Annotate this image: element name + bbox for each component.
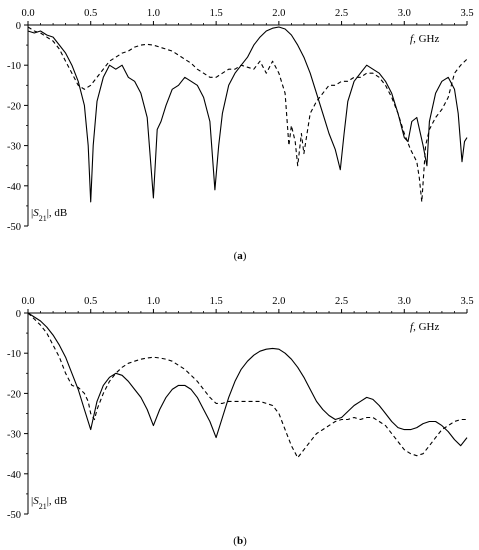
series-line-solid [27, 312, 468, 447]
x-tick-label: 0.0 [21, 8, 34, 19]
y-axis-label: |S21|, dB [31, 495, 67, 511]
y-tick-label: -50 [7, 222, 21, 233]
y-tick-label: -50 [7, 510, 21, 521]
x-tick-label: 2.5 [335, 8, 348, 19]
series-line-solid [27, 26, 468, 203]
x-tick-label: 3.0 [398, 8, 411, 19]
x-tick-label: 3.5 [460, 8, 473, 19]
series-line-dashed [27, 312, 467, 459]
x-axis-label: f, GHz [410, 33, 439, 45]
x-tick-label: 1.5 [210, 296, 223, 307]
y-tick-label: -40 [7, 470, 21, 481]
y-tick-label: -20 [7, 389, 21, 400]
y-axis-label: |S21|, dB [31, 207, 67, 223]
y-tick-label: -10 [7, 349, 21, 360]
y-tick-label: -40 [7, 182, 21, 193]
panel-caption: (a) [234, 250, 247, 262]
y-tick-label: -10 [7, 61, 21, 72]
y-tick-label: -20 [7, 101, 21, 112]
y-tick-label: 0 [16, 309, 21, 320]
x-tick-label: 0.5 [84, 8, 97, 19]
panel-caption: (b) [233, 535, 247, 547]
y-tick-label: -30 [7, 142, 21, 153]
series-line-dashed [27, 26, 468, 203]
x-tick-label: 1.0 [147, 8, 160, 19]
x-tick-label: 2.5 [335, 296, 348, 307]
x-tick-label: 1.0 [147, 296, 160, 307]
y-tick-label: -30 [7, 430, 21, 441]
x-tick-label: 1.5 [210, 8, 223, 19]
x-tick-label: 2.0 [272, 296, 285, 307]
x-tick-label: 0.5 [84, 296, 97, 307]
x-tick-label: 0.0 [21, 296, 34, 307]
x-axis-label: f, GHz [410, 321, 439, 333]
chart-panel-b: 0.0 0.5 1.0 1.5 2.0 2.5 3.0 3.5 0 -10 -20 -30 -40 -50… [7, 296, 474, 547]
x-tick-label: 3.5 [460, 296, 473, 307]
y-tick-label: 0 [16, 21, 21, 32]
x-tick-label: 3.0 [398, 296, 411, 307]
x-tick-label: 2.0 [272, 8, 285, 19]
chart-panel-a: 0.0 0.5 1.0 1.5 2.0 2.5 3.0 3.5 0 -10 -20 -30 -40 -50… [7, 8, 474, 262]
